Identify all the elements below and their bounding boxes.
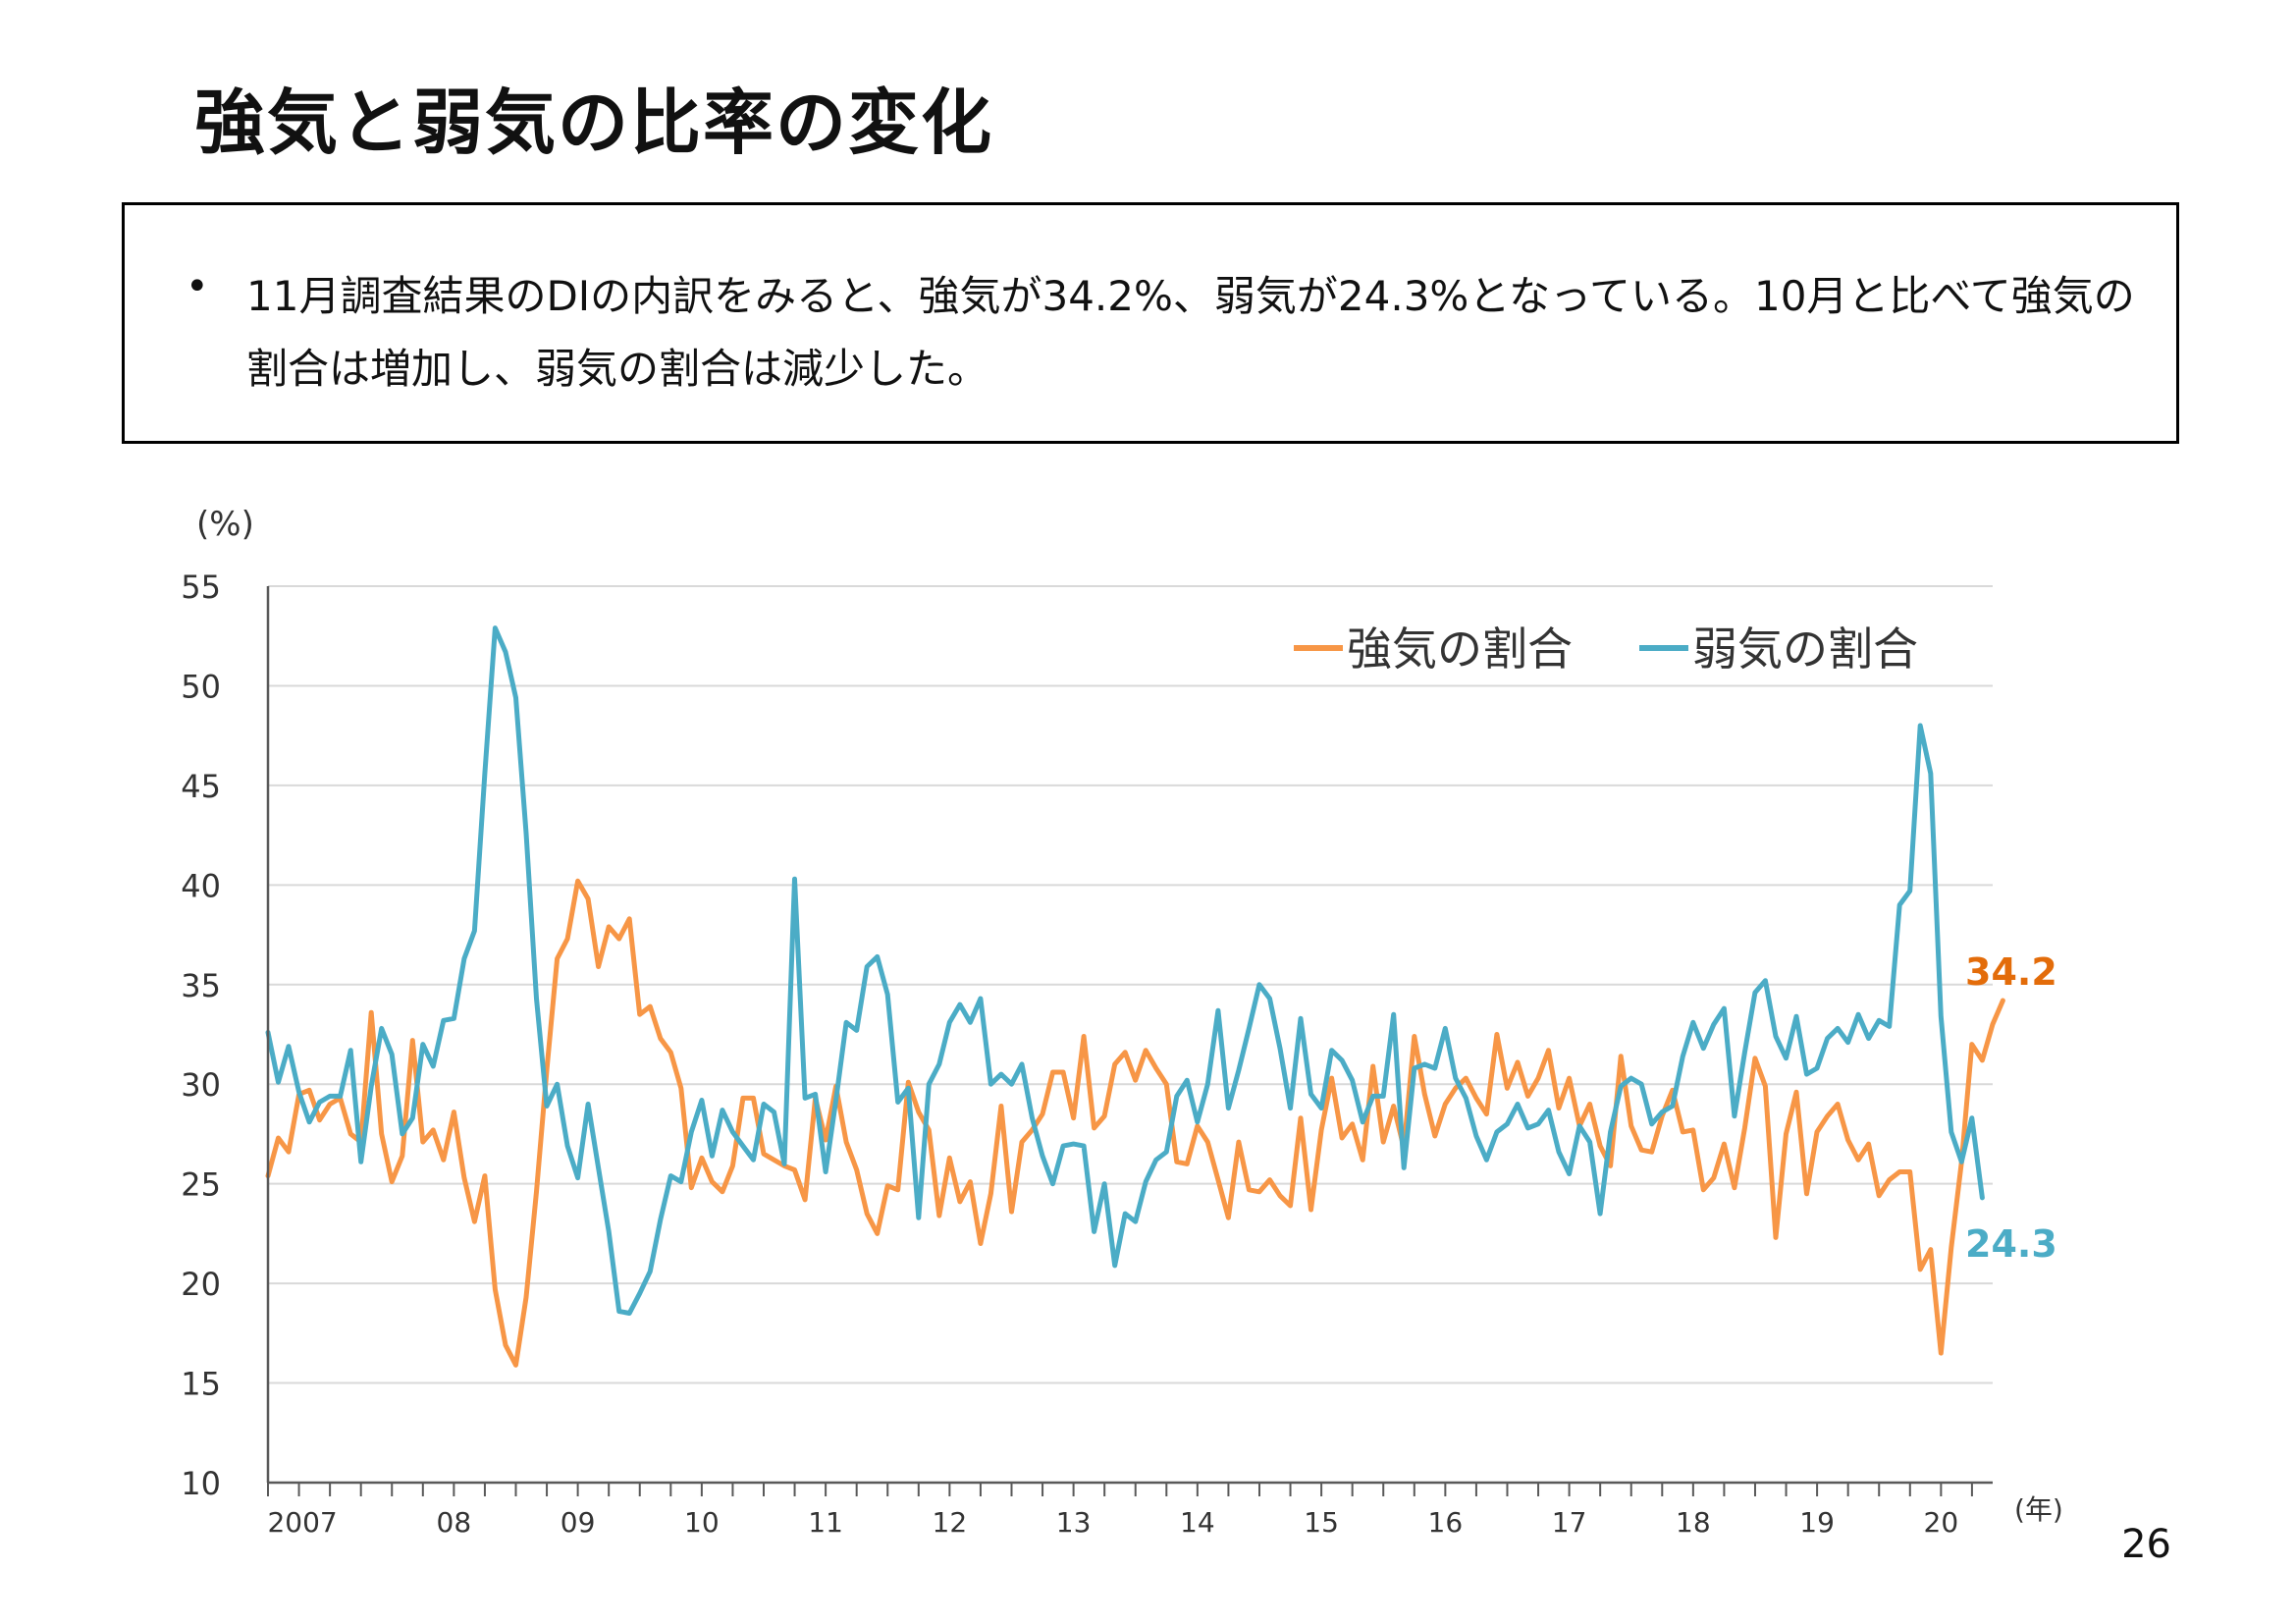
axes bbox=[266, 586, 1993, 1496]
y-tick-label: 15 bbox=[181, 1366, 221, 1403]
x-tick-label: 08 bbox=[437, 1506, 472, 1539]
x-axis-label: (年) bbox=[2014, 1493, 2063, 1526]
x-tick-label: 10 bbox=[684, 1506, 720, 1539]
x-tick-label: 20 bbox=[1924, 1506, 1959, 1539]
y-tick-label: 25 bbox=[181, 1166, 221, 1204]
x-axis-tick-labels: 2007 08 09 10 11 12 13 14 15 16 17 18 19 20 bbox=[267, 1506, 1958, 1539]
y-tick-label: 35 bbox=[181, 967, 221, 1004]
page-number: 26 bbox=[2121, 1522, 2171, 1567]
end-label-bear: 24.3 bbox=[1965, 1222, 2057, 1266]
series-line-bear bbox=[265, 625, 1985, 1316]
x-tick-label: 17 bbox=[1552, 1506, 1587, 1539]
y-tick-label: 20 bbox=[181, 1266, 221, 1303]
x-tick-label: 11 bbox=[808, 1506, 843, 1539]
y-tick-label: 40 bbox=[181, 867, 221, 904]
legend-label-bear: 弱気の割合 bbox=[1692, 623, 1918, 676]
x-tick-label: 09 bbox=[561, 1506, 596, 1539]
y-axis-tick-labels: 10 15 20 25 30 35 40 45 50 55 bbox=[181, 568, 221, 1502]
bullet-point: • bbox=[186, 264, 209, 309]
legend-label-bull: 強気の割合 bbox=[1347, 623, 1573, 676]
x-tick-label: 16 bbox=[1428, 1506, 1464, 1539]
x-tick-label: 19 bbox=[1799, 1506, 1835, 1539]
page-title: 強気と弱気の比率の変化 bbox=[194, 81, 994, 164]
grid-lines bbox=[268, 585, 1993, 1384]
series-line-bull bbox=[265, 878, 2005, 1368]
x-tick-label: 15 bbox=[1304, 1506, 1339, 1539]
y-tick-label: 30 bbox=[181, 1066, 221, 1104]
summary-text: 11月調査結果のDIの内訳をみると、強気が34.2%、弱気が24.3%となってい… bbox=[246, 272, 2135, 393]
x-tick-label: 18 bbox=[1676, 1506, 1711, 1539]
end-label-bull: 34.2 bbox=[1965, 950, 2057, 994]
x-tick-label: 14 bbox=[1180, 1506, 1215, 1539]
y-axis-label: (%) bbox=[196, 505, 254, 544]
y-tick-label: 10 bbox=[181, 1465, 221, 1502]
legend: 強気の割合 弱気の割合 bbox=[1294, 623, 1918, 676]
x-tick-label: 12 bbox=[933, 1506, 968, 1539]
x-tick-label: 13 bbox=[1056, 1506, 1092, 1539]
y-tick-label: 45 bbox=[181, 768, 221, 805]
y-tick-label: 55 bbox=[181, 568, 221, 606]
x-tick-label: 2007 bbox=[267, 1506, 337, 1539]
series-lines bbox=[265, 625, 2005, 1368]
y-tick-label: 50 bbox=[181, 668, 221, 705]
summary-box: • 11月調査結果のDIの内訳をみると、強気が34.2%、弱気が24.3%となっ… bbox=[122, 202, 2179, 444]
